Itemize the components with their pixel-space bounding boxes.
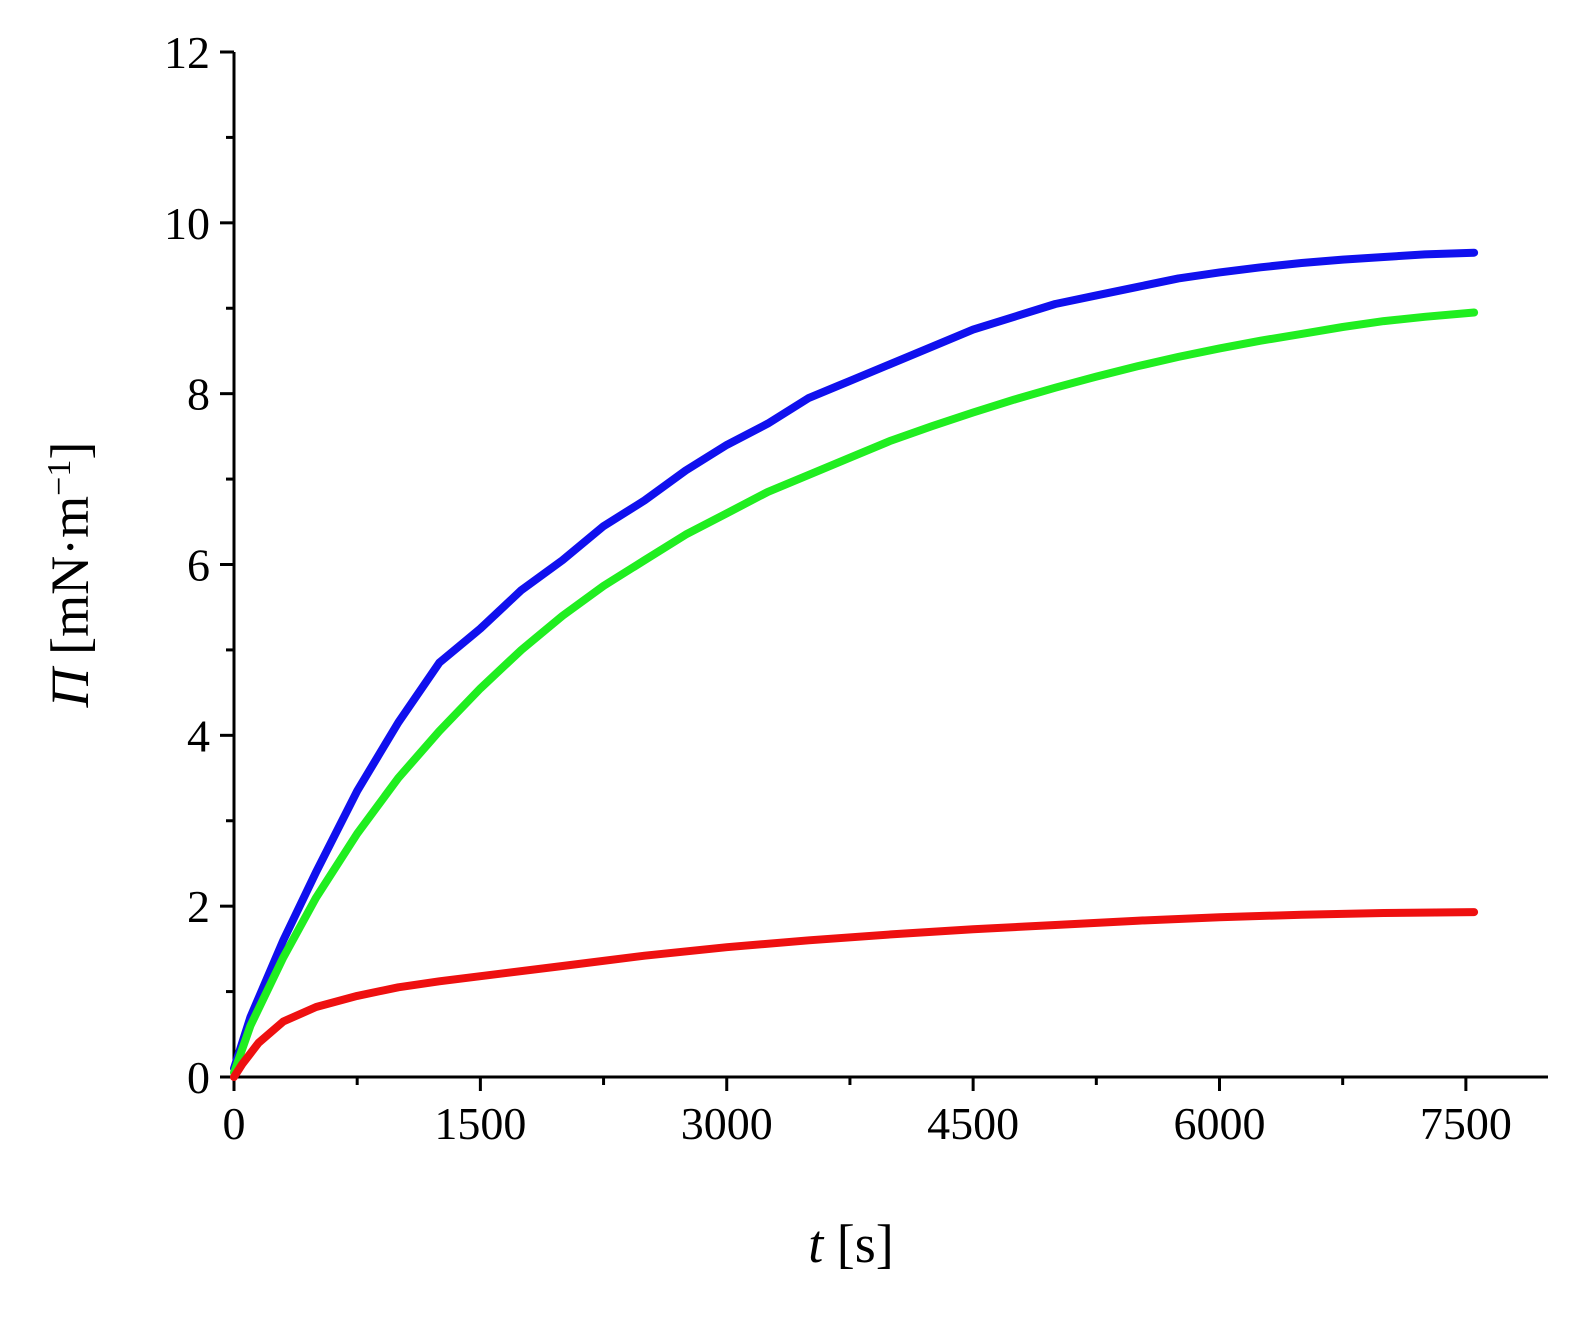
series-line-1 xyxy=(230,248,1479,1073)
series-layer xyxy=(230,248,1479,1081)
y-tick-label: 4 xyxy=(187,710,210,761)
x-tick-label: 4500 xyxy=(927,1098,1019,1149)
y-tick-label: 12 xyxy=(164,27,210,78)
ticks: 0 1500 3000 4500 6000 7500 0 2 4 6 8 10 12 xyxy=(164,27,1512,1149)
y-tick-label: 2 xyxy=(187,881,210,932)
x-axis-unit: [s] xyxy=(823,1214,893,1274)
x-tick-label: 6000 xyxy=(1174,1098,1266,1149)
x-tick-label: 3000 xyxy=(681,1098,773,1149)
axes xyxy=(232,52,1548,1079)
y-tick-label: 10 xyxy=(164,198,210,249)
y-axis-unit: [mN·m xyxy=(40,496,100,668)
series-line-3 xyxy=(230,908,1479,1081)
y-axis-variable: Π xyxy=(40,665,100,708)
series-line-2 xyxy=(230,308,1479,1077)
x-axis-title: t [s] xyxy=(808,1214,894,1274)
axis-titles: t [s] Π [mN·m−1] xyxy=(40,442,894,1274)
x-axis-variable: t xyxy=(808,1214,825,1274)
y-tick-label: 8 xyxy=(187,369,210,420)
y-axis-unit-exponent: −1 xyxy=(41,460,78,496)
y-axis-unit-close: ] xyxy=(40,442,100,460)
x-tick-label: 7500 xyxy=(1420,1098,1512,1149)
x-tick-label: 1500 xyxy=(434,1098,526,1149)
x-tick-label: 0 xyxy=(223,1098,246,1149)
y-tick-label: 6 xyxy=(187,540,210,591)
y-axis-title: Π [mN·m−1] xyxy=(40,442,100,709)
y-tick-label: 0 xyxy=(187,1052,210,1103)
